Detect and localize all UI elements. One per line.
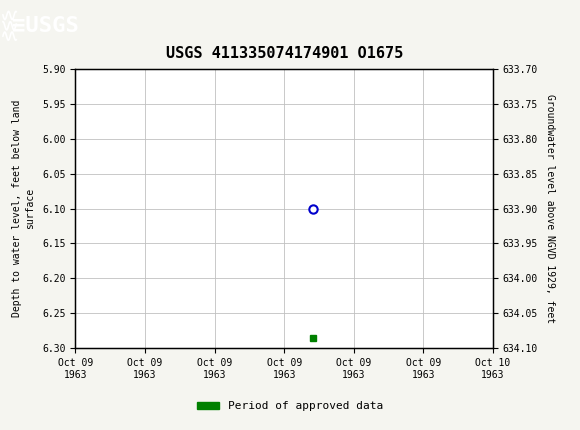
Legend: Period of approved data: Period of approved data bbox=[193, 397, 387, 416]
Text: ≡USGS: ≡USGS bbox=[12, 16, 78, 36]
Title: USGS 411335074174901 O1675: USGS 411335074174901 O1675 bbox=[165, 46, 403, 61]
Y-axis label: Depth to water level, feet below land
surface: Depth to water level, feet below land su… bbox=[12, 100, 35, 317]
Y-axis label: Groundwater level above NGVD 1929, feet: Groundwater level above NGVD 1929, feet bbox=[545, 94, 555, 323]
